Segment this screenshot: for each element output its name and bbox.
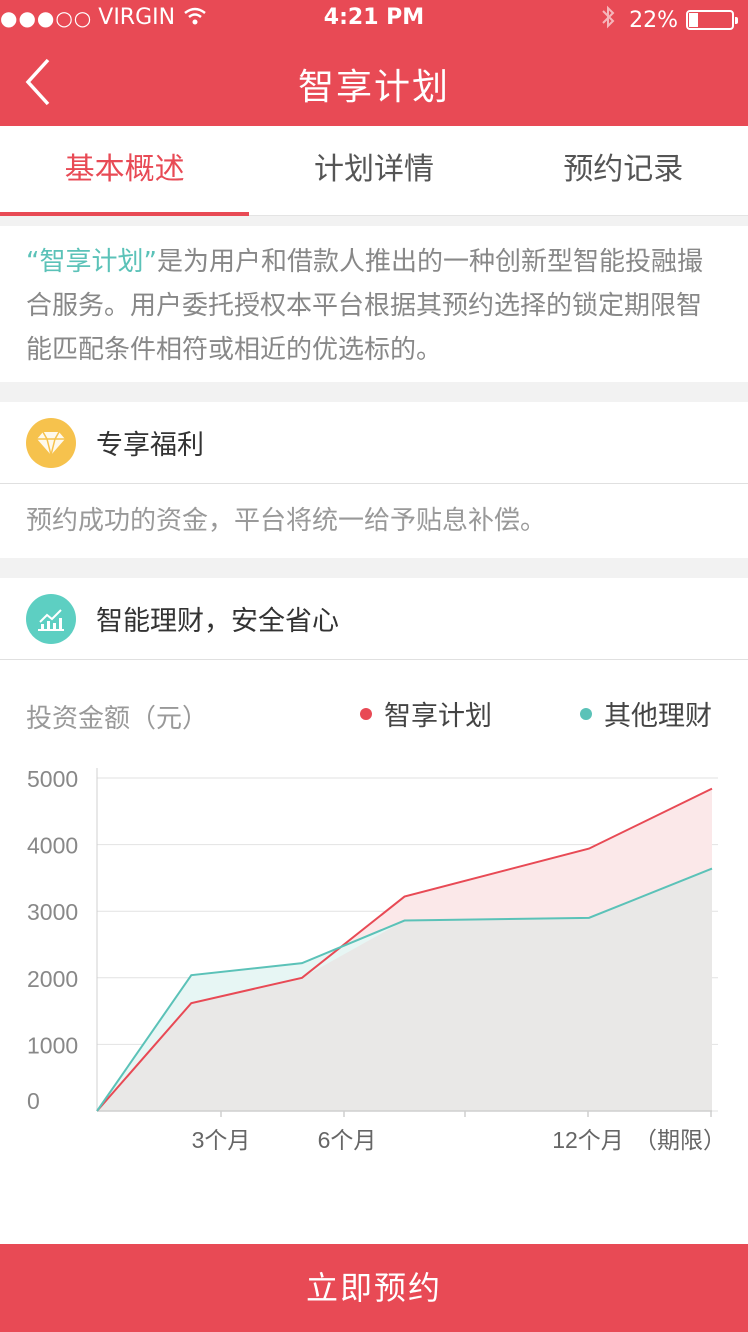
- overlap-area: [97, 868, 712, 1111]
- y-tick-label: 5000: [27, 766, 78, 792]
- tab-booking-records[interactable]: 预约记录: [563, 152, 684, 187]
- battery-icon: [686, 10, 738, 30]
- book-now-button[interactable]: 立即预约: [0, 1244, 748, 1332]
- benefit-title: 专享福利: [96, 430, 204, 461]
- bar-chart-icon: [26, 593, 76, 644]
- battery-percent: 22%: [629, 7, 678, 33]
- legend-item-plan: 智享计划: [360, 694, 492, 733]
- page-title: 智享计划: [297, 67, 450, 108]
- chevron-left-icon: [25, 58, 50, 106]
- y-tick-label: 0: [27, 1088, 40, 1114]
- chart-ylabel: 投资金额（元）: [26, 704, 209, 734]
- legend-dot-other: [580, 707, 592, 720]
- series-line-1: [96, 867, 713, 1112]
- legend-dot-plan: [360, 707, 372, 720]
- series-line-0: [96, 787, 713, 1112]
- y-tick-label: 2000: [27, 966, 78, 992]
- legend-item-other: 其他理财: [580, 694, 712, 733]
- status-time: 4:21 PM: [323, 5, 425, 30]
- y-tick-label: 4000: [27, 833, 78, 859]
- legend-label-other: 其他理财: [604, 701, 712, 732]
- benefit-text: 预约成功的资金，平台将统一给予贴息补偿。: [26, 506, 547, 536]
- tab-overview[interactable]: 基本概述: [0, 126, 250, 216]
- x-tick-label: 12个月: [552, 1127, 624, 1153]
- y-tick-label: 3000: [27, 899, 78, 925]
- x-tick-label: 6个月: [318, 1127, 377, 1153]
- x-tick-label: 3个月: [192, 1127, 251, 1153]
- status-bar: ●●●○○ VIRGIN 4:21 PM 22%: [0, 0, 748, 38]
- tab-bar: 基本概述 计划详情 预约记录: [0, 126, 748, 216]
- x-unit-label: （期限）: [634, 1127, 726, 1153]
- intro-body: 是为用户和借款人推出的一种创新型智能投融撮合服务。用户委托授权本平台根据其预约选…: [26, 247, 703, 365]
- intro-text: “智享计划”是为用户和借款人推出的一种创新型智能投融撮合服务。用户委托授权本平台…: [0, 226, 748, 382]
- smart-card: 智能理财，安全省心 投资金额（元） 智享计划 其他理财 5000 4000 3000…: [0, 578, 748, 1244]
- benefit-card: 专享福利 预约成功的资金，平台将统一给予贴息补偿。: [0, 402, 748, 558]
- investment-chart: 投资金额（元） 智享计划 其他理财 5000 4000 3000 2000 1000 0 3…: [0, 672, 748, 1172]
- carrier-name: VIRGIN: [98, 5, 176, 30]
- chart-plot: 5000 4000 3000 2000 1000 0 3个月 6个月 12个月 （期限）: [27, 766, 726, 1153]
- smart-title: 智能理财，安全省心: [96, 606, 339, 637]
- y-tick-label: 1000: [27, 1032, 78, 1058]
- tab-plan-details[interactable]: 计划详情: [313, 152, 434, 187]
- signal-strength: ●●●○○: [0, 5, 93, 30]
- battery-level: [689, 13, 699, 27]
- wifi-icon: [183, 6, 207, 30]
- nav-bar: ●●●○○ VIRGIN 4:21 PM 22% 智享计划: [0, 0, 748, 126]
- back-button[interactable]: [22, 56, 62, 112]
- bluetooth-icon: [601, 5, 615, 35]
- diamond-icon: [26, 417, 76, 468]
- intro-highlight: “智享计划”: [26, 247, 157, 277]
- legend-label-plan: 智享计划: [384, 701, 492, 732]
